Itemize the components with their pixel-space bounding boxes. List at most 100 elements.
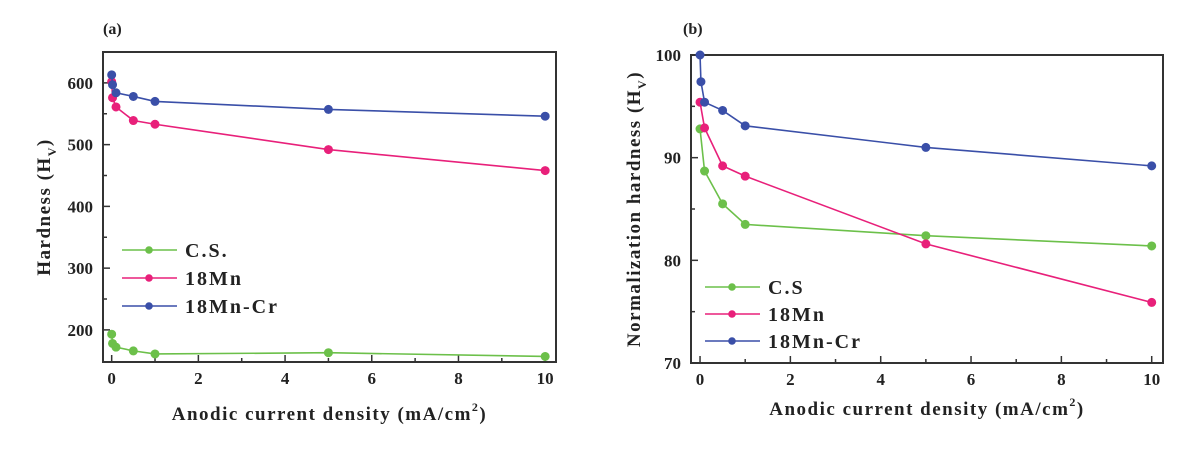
panel-label: (a) — [103, 21, 122, 38]
x-tick-label: 0 — [107, 369, 116, 388]
legend-marker — [145, 274, 153, 282]
data-point — [1147, 297, 1157, 307]
data-point — [107, 70, 117, 80]
data-point — [921, 231, 931, 241]
x-tick-label: 6 — [368, 369, 377, 388]
data-point — [540, 111, 550, 121]
y-tick-label: 200 — [68, 321, 94, 340]
plot-frame — [102, 51, 557, 363]
x-tick-label: 8 — [454, 369, 463, 388]
y-tick-label: 90 — [664, 149, 681, 168]
data-point — [128, 116, 138, 126]
x-tick-label: 4 — [876, 370, 885, 389]
chart-a: (a) 0 2 4 6 8 10 200 300 400 500 600 Anodic current … — [34, 21, 557, 425]
data-point — [718, 199, 728, 209]
legend-marker — [728, 310, 736, 318]
data-point — [921, 239, 931, 249]
data-point — [107, 329, 117, 339]
data-point — [128, 91, 138, 101]
x-axis-title-tail: ) — [1077, 399, 1085, 420]
y-tick-label: 100 — [656, 46, 682, 65]
y-tick-label: 600 — [68, 74, 94, 93]
legend-label: 18Mn-Cr — [185, 296, 279, 318]
x-axis-title: Anodic current density (mA/cm2) — [769, 395, 1084, 420]
data-point — [111, 88, 121, 98]
series-line — [110, 81, 546, 172]
data-point — [1147, 161, 1157, 171]
legend-marker — [728, 337, 736, 345]
x-axis-title-main: Anodic current density (mA/cm — [172, 404, 472, 425]
data-point — [540, 166, 550, 176]
data-point — [323, 348, 333, 358]
data-point — [150, 119, 160, 129]
data-point — [111, 342, 121, 352]
data-point — [150, 349, 160, 359]
x-axis-title-main: Anodic current density (mA/cm — [769, 399, 1069, 420]
y-axis-title-tail: ) — [624, 71, 645, 79]
panel-label: (b) — [683, 21, 703, 38]
x-tick-label: 4 — [281, 369, 290, 388]
legend-marker — [145, 246, 153, 254]
series-line — [699, 102, 1152, 304]
series-18mn — [695, 97, 1157, 307]
data-point — [718, 105, 728, 115]
x-axis-title-sup: 2 — [472, 400, 480, 414]
plot-frame — [690, 54, 1164, 364]
x-tick-label: 2 — [786, 370, 795, 389]
data-point — [150, 96, 160, 106]
y-axis-title-tail: ) — [34, 138, 55, 146]
series-18mn-cr — [695, 50, 1157, 171]
x-axis-title: Anodic current density (mA/cm2) — [172, 400, 487, 425]
data-point — [108, 80, 118, 90]
data-point — [700, 123, 710, 133]
legend-label: C.S. — [185, 240, 229, 262]
data-point — [740, 219, 750, 229]
data-point — [540, 351, 550, 361]
x-tick-label: 10 — [537, 369, 554, 388]
legend-marker — [728, 283, 736, 291]
series-18mn-cr — [107, 70, 550, 121]
legend-entry: C.S — [705, 277, 803, 299]
data-point — [718, 161, 728, 171]
data-point — [1147, 241, 1157, 251]
y-axis-title: Normalization hardness (HV) — [624, 71, 649, 347]
x-tick-label: 8 — [1057, 370, 1066, 389]
y-tick-label: 500 — [68, 136, 94, 155]
y-tick-label: 300 — [68, 259, 94, 278]
x-axis-title-sup: 2 — [1069, 395, 1077, 409]
legend-label: 18Mn — [185, 268, 243, 290]
data-point — [740, 121, 750, 131]
legend-entry: 18Mn — [705, 304, 826, 326]
data-point — [128, 346, 138, 356]
series-18mn — [107, 77, 550, 176]
x-tick-label: 6 — [967, 370, 976, 389]
x-axis-title-tail: ) — [479, 404, 487, 425]
data-point — [740, 171, 750, 181]
data-point — [323, 145, 333, 155]
y-axis-title: Hardness (HV) — [34, 138, 59, 275]
y-tick-label: 70 — [664, 354, 681, 373]
y-tick-label: 80 — [664, 251, 681, 270]
series-c-s — [107, 329, 550, 361]
legend-label: 18Mn-Cr — [768, 331, 862, 353]
legend-entry: 18Mn — [122, 268, 243, 290]
chart-b: (b) 0 2 4 6 8 10 70 80 90 100 Anodic current densit… — [624, 21, 1164, 420]
x-tick-label: 10 — [1143, 370, 1160, 389]
data-point — [700, 97, 710, 107]
data-point — [323, 104, 333, 114]
legend-entry: 18Mn-Cr — [705, 331, 862, 353]
series-line — [699, 128, 1152, 247]
x-tick-label: 0 — [696, 370, 705, 389]
data-point — [111, 102, 121, 112]
data-point — [921, 142, 931, 152]
data-point — [700, 166, 710, 176]
legend-entry: 18Mn-Cr — [122, 296, 279, 318]
y-tick-label: 400 — [68, 197, 94, 216]
legend-label: 18Mn — [768, 304, 826, 326]
data-point — [696, 77, 706, 87]
y-axis-title-sub: V — [45, 146, 59, 156]
legend-marker — [145, 302, 153, 310]
legend-entry: C.S. — [122, 240, 229, 262]
y-axis-title-sub: V — [635, 79, 649, 89]
